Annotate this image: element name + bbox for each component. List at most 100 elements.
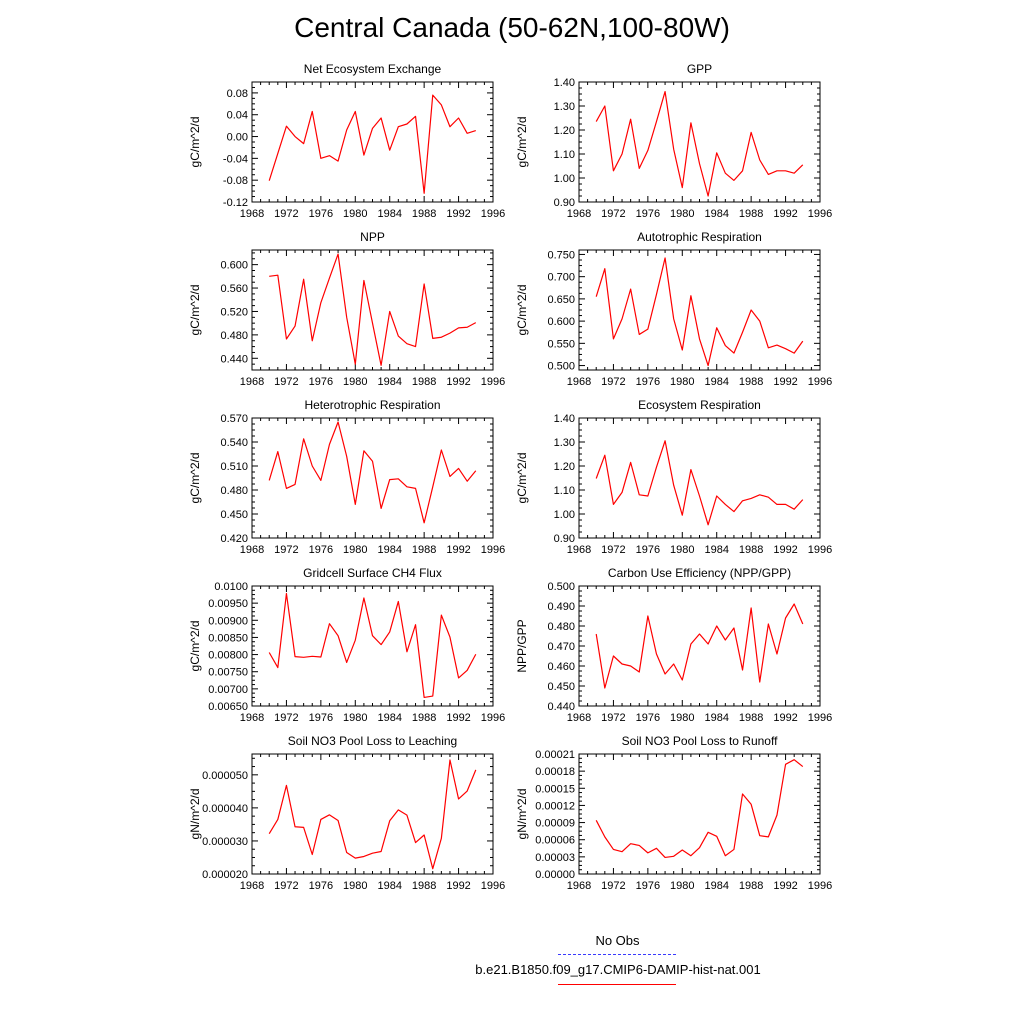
legend-obs-line-sample (558, 954, 676, 955)
y-tick-label: 0.440 (220, 353, 248, 365)
x-tick-label: 1984 (704, 208, 728, 220)
chart-panel-1: Net Ecosystem Exchange gC/m^2/d 1968 1972 19… (188, 62, 505, 220)
panel-title: GPP (687, 62, 712, 76)
x-tick-label: 1980 (670, 544, 694, 556)
y-tick-label: 0.480 (220, 485, 248, 497)
x-tick-label: 1988 (739, 208, 763, 220)
plot-frame (578, 249, 821, 371)
y-tick-label: 0.500 (547, 361, 575, 373)
x-tick-label: 1992 (773, 376, 797, 388)
x-tick-label: 1992 (446, 880, 470, 892)
y-tick-label: 0.00018 (535, 766, 575, 778)
x-tick-label: 1984 (377, 880, 401, 892)
y-tick-label: 0.00950 (208, 598, 248, 610)
x-tick-label: 1988 (412, 544, 436, 556)
y-tick-label: 0.700 (547, 272, 575, 284)
y-tick-label: 0.550 (547, 338, 575, 350)
x-tick-label: 1992 (773, 880, 797, 892)
y-axis-label: NPP/GPP (515, 619, 529, 672)
chart-panel-10: Soil NO3 Pool Loss to Runoff gN/m^2/d 1968… (515, 734, 832, 892)
x-tick-label: 1996 (481, 712, 505, 724)
y-tick-label: 0.000030 (202, 836, 248, 848)
x-tick-label: 1972 (274, 880, 298, 892)
x-tick-label: 1976 (636, 880, 660, 892)
y-tick-label: 0.00900 (208, 615, 248, 627)
x-tick-label: 1968 (240, 208, 264, 220)
chart-panel-4: Autotrophic Respiration gC/m^2/d 1968 1972 1… (515, 230, 832, 388)
x-tick-label: 1988 (739, 544, 763, 556)
y-tick-label: -0.12 (223, 197, 248, 209)
chart-panel-9: Soil NO3 Pool Loss to Leaching gN/m^2/d 19… (188, 734, 505, 892)
y-tick-label: 0.460 (547, 661, 575, 673)
y-tick-label: 0.000020 (202, 869, 248, 881)
y-tick-label: 0.00006 (535, 835, 575, 847)
y-tick-label: 0.540 (220, 437, 248, 449)
x-tick-label: 1992 (446, 544, 470, 556)
panel-title: Carbon Use Efficiency (NPP/GPP) (608, 566, 791, 580)
panel-title: Soil NO3 Pool Loss to Runoff (622, 734, 779, 748)
chart-panel-6: Ecosystem Respiration gC/m^2/d 1968 1972 197… (515, 398, 832, 556)
x-tick-label: 1984 (704, 712, 728, 724)
y-tick-label: 1.40 (554, 413, 575, 425)
y-tick-label: 0.500 (547, 581, 575, 593)
y-tick-label: 0.00000 (535, 869, 575, 881)
x-tick-label: 1992 (773, 544, 797, 556)
x-tick-label: 1980 (343, 208, 367, 220)
x-tick-label: 1984 (377, 376, 401, 388)
x-tick-label: 1976 (636, 544, 660, 556)
chart-panel-7: Gridcell Surface CH4 Flux gC/m^2/d 1968 197… (188, 566, 505, 724)
x-tick-label: 1976 (309, 880, 333, 892)
y-tick-label: 0.440 (547, 701, 575, 713)
x-tick-label: 1968 (567, 880, 591, 892)
series-line (268, 592, 477, 699)
plot-frame (578, 81, 821, 203)
y-tick-label: 0.420 (220, 533, 248, 545)
y-tick-label: 0.750 (547, 249, 575, 261)
x-tick-label: 1976 (309, 376, 333, 388)
x-tick-label: 1984 (377, 712, 401, 724)
y-tick-label: 0.00650 (208, 701, 248, 713)
panel-title: Net Ecosystem Exchange (304, 62, 442, 76)
x-tick-label: 1980 (343, 376, 367, 388)
y-tick-label: 0.480 (547, 621, 575, 633)
x-tick-label: 1968 (567, 544, 591, 556)
x-tick-label: 1984 (377, 544, 401, 556)
y-tick-label: 1.20 (554, 461, 575, 473)
x-tick-label: 1996 (808, 376, 832, 388)
series-line (268, 94, 476, 194)
x-tick-label: 1972 (274, 544, 298, 556)
y-axis-label: gC/m^2/d (188, 285, 202, 336)
y-tick-label: 0.600 (547, 316, 575, 328)
panel-title: Ecosystem Respiration (638, 398, 761, 412)
plot-frame (578, 585, 821, 707)
x-tick-label: 1988 (412, 376, 436, 388)
x-tick-label: 1972 (601, 208, 625, 220)
plot-frame (578, 417, 821, 539)
x-tick-label: 1972 (601, 712, 625, 724)
y-tick-label: 0.00015 (535, 783, 575, 795)
plot-frame (251, 753, 494, 875)
x-tick-label: 1972 (601, 544, 625, 556)
x-tick-label: 1972 (274, 376, 298, 388)
y-tick-label: 0.600 (220, 260, 248, 272)
x-tick-label: 1996 (481, 544, 505, 556)
x-tick-label: 1972 (274, 208, 298, 220)
chart-panel-5: Heterotrophic Respiration gC/m^2/d 1968 197… (188, 398, 505, 556)
x-tick-label: 1972 (601, 880, 625, 892)
y-axis-label: gC/m^2/d (515, 285, 529, 336)
y-tick-label: 0.470 (547, 641, 575, 653)
x-tick-label: 1968 (567, 712, 591, 724)
x-tick-label: 1996 (481, 880, 505, 892)
series-line (268, 421, 477, 524)
x-tick-label: 1968 (240, 712, 264, 724)
panel-title: Soil NO3 Pool Loss to Leaching (288, 734, 457, 748)
x-tick-label: 1992 (446, 712, 470, 724)
plot-frame (251, 417, 494, 539)
y-tick-label: 1.00 (554, 173, 575, 185)
y-tick-label: 0.90 (554, 197, 575, 209)
panel-title: Autotrophic Respiration (637, 230, 762, 244)
y-tick-label: 0.000040 (202, 803, 248, 815)
y-tick-label: 0.90 (554, 533, 575, 545)
x-tick-label: 1996 (808, 208, 832, 220)
